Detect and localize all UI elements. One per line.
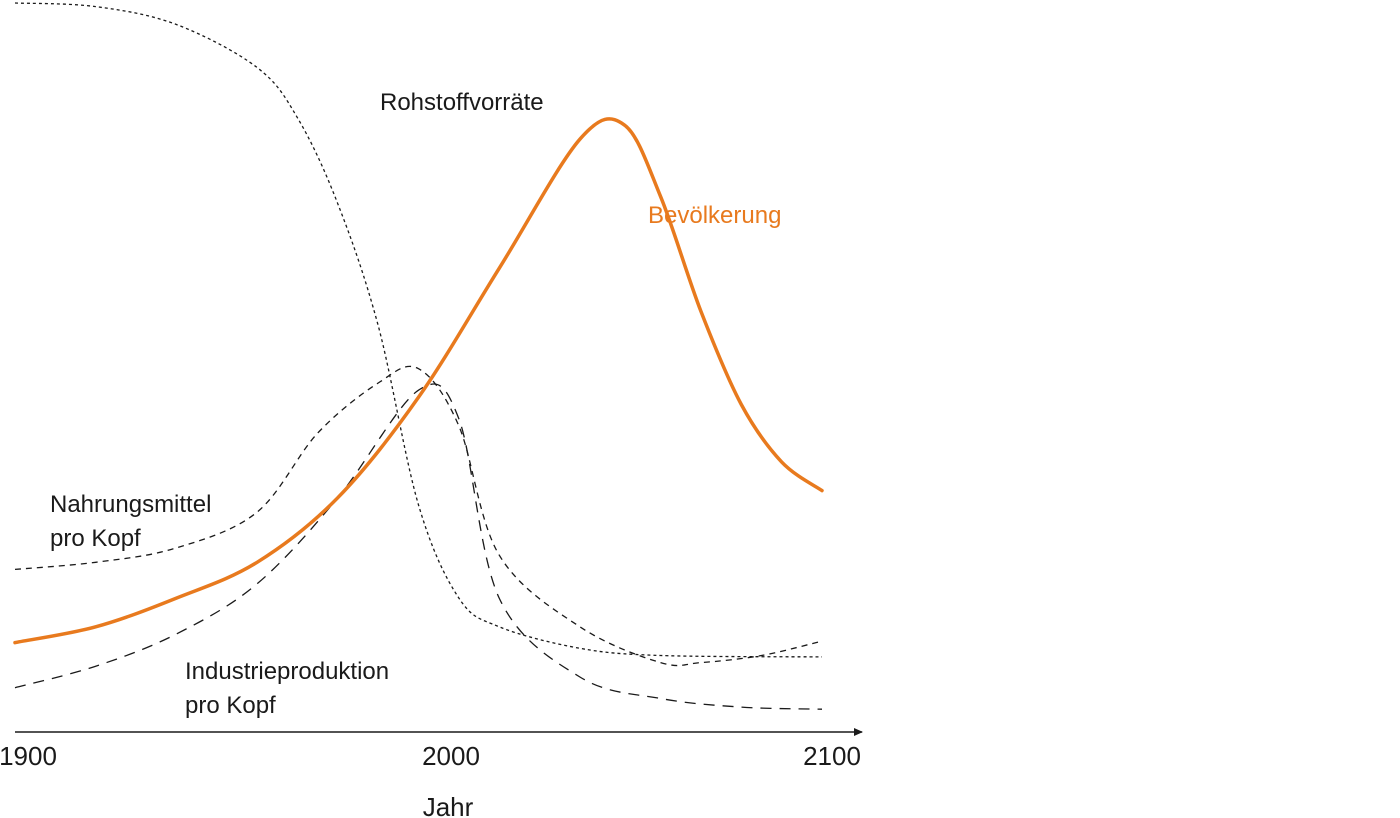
- series-label-bevoelkerung: Bevölkerung: [648, 202, 781, 229]
- series-layer: [13, 2, 824, 710]
- x-axis-label: Jahr: [423, 792, 474, 818]
- series-label-nahrung-line2: pro Kopf: [50, 525, 141, 552]
- series-line-bevoelkerung: [13, 117, 824, 645]
- series-line-nahrung: [14, 365, 823, 667]
- x-tick-label: 1900: [0, 741, 57, 771]
- series-label-rohstoff: Rohstoffvorräte: [380, 89, 544, 116]
- series-label-industrie-line2: pro Kopf: [185, 692, 276, 719]
- series-label-industrie-line1: Industrieproduktion: [185, 658, 389, 685]
- x-tick-label: 2100: [803, 741, 861, 771]
- series-label-nahrung-line1: Nahrungsmittel: [50, 491, 211, 518]
- x-tick-label: 2000: [422, 741, 480, 771]
